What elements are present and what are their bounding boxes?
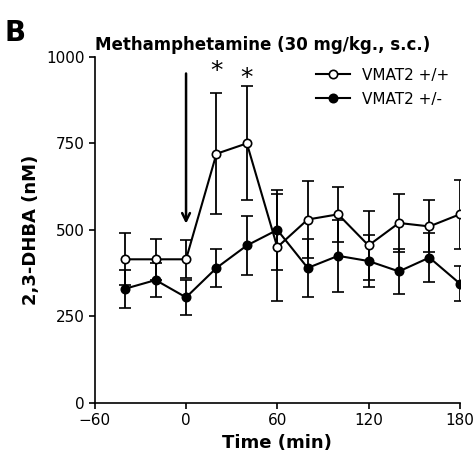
X-axis label: Time (min): Time (min) bbox=[222, 434, 332, 452]
Legend: VMAT2 +/+, VMAT2 +/-: VMAT2 +/+, VMAT2 +/- bbox=[313, 64, 452, 110]
Text: Methamphetamine (30 mg/kg., s.c.): Methamphetamine (30 mg/kg., s.c.) bbox=[95, 36, 430, 54]
Text: B: B bbox=[5, 19, 26, 47]
Y-axis label: 2,3-DHBA (nM): 2,3-DHBA (nM) bbox=[22, 155, 40, 305]
Text: *: * bbox=[210, 59, 223, 83]
Text: *: * bbox=[241, 65, 253, 90]
